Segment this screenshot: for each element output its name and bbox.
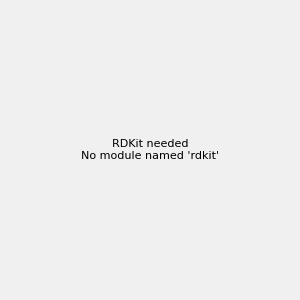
Text: RDKit needed
No module named 'rdkit': RDKit needed No module named 'rdkit' — [81, 139, 219, 161]
